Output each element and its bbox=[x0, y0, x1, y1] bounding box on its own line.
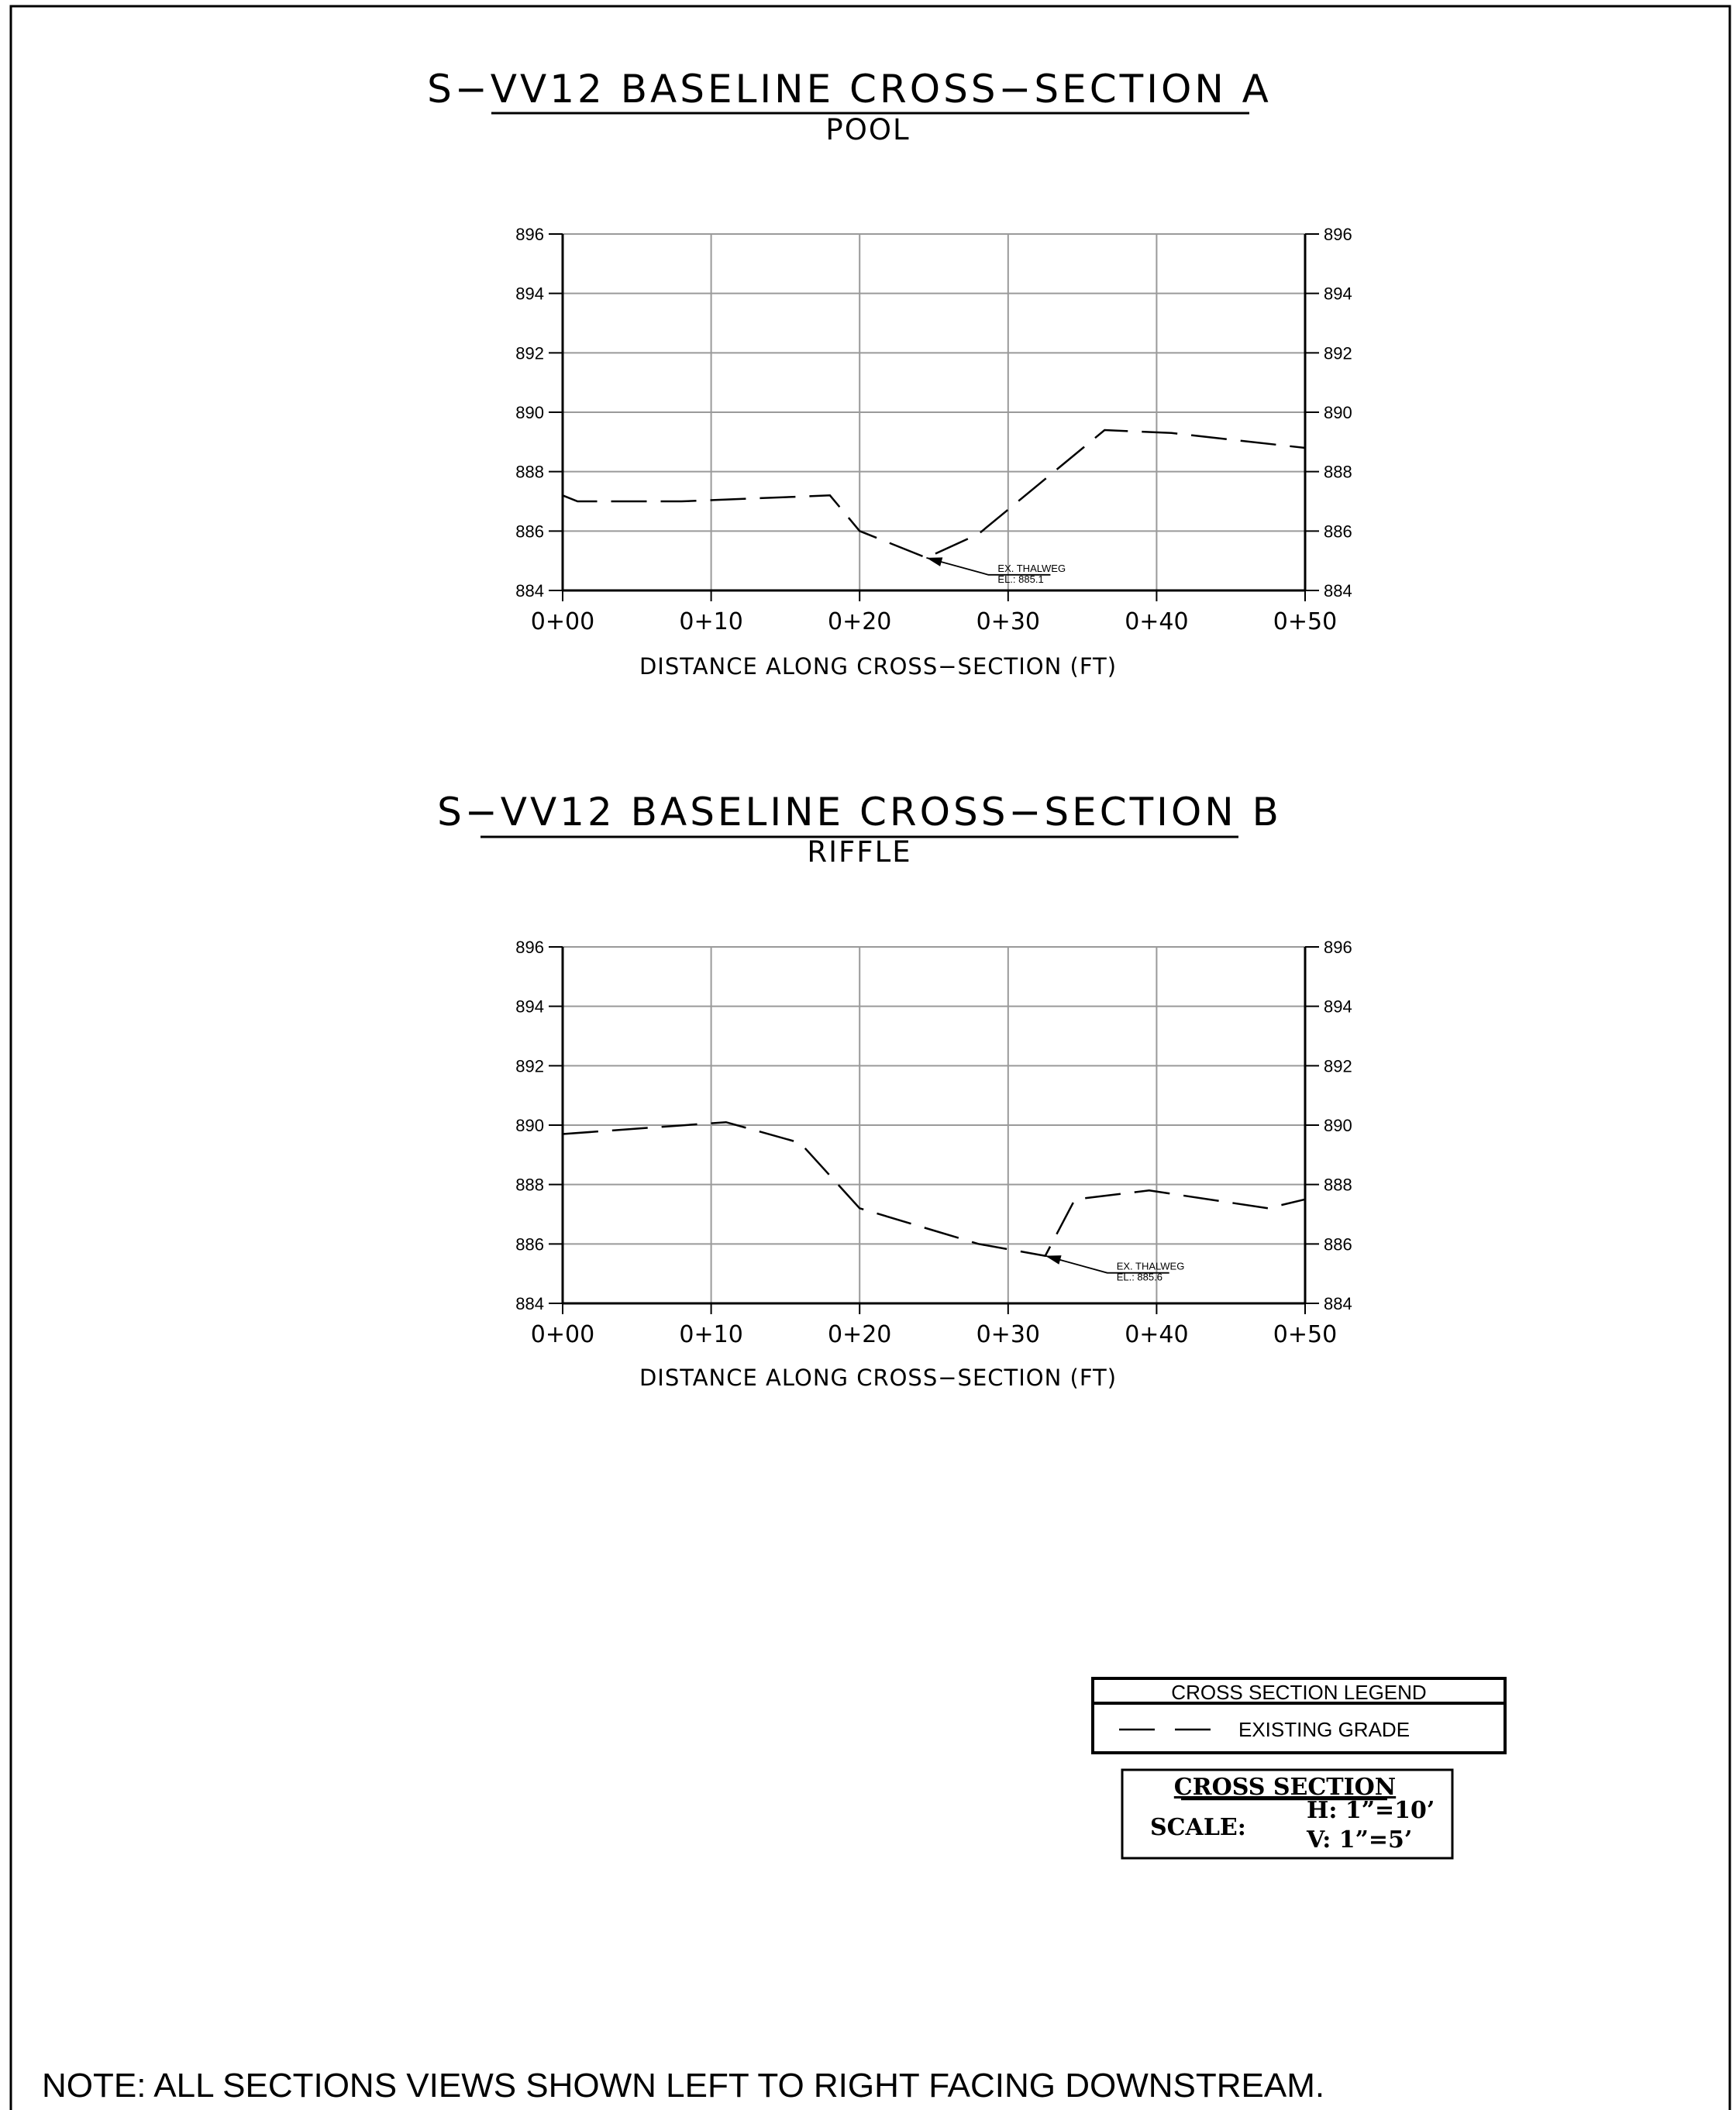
chart-a-plot-area: 884 884 886 886 888 888 890 890 892 892 894 894 896 8… bbox=[515, 225, 1352, 635]
chart-b-xtick-label-20: 0+20 bbox=[828, 1321, 891, 1348]
chart-b-ytick-label-right-892: 892 bbox=[1324, 1056, 1352, 1076]
chart-a-ytick-label-left-896: 896 bbox=[515, 225, 544, 244]
chart-b-ytick-label-right-896: 896 bbox=[1324, 938, 1352, 957]
chart-b-xtick-label-40: 0+40 bbox=[1125, 1321, 1188, 1348]
chart-b-subtitle: RIFFLE bbox=[807, 835, 911, 869]
chart-a-ytick-label-left-892: 892 bbox=[515, 343, 544, 363]
chart-a-ytick-label-left-890: 890 bbox=[515, 403, 544, 422]
chart-b-ytick-label-left-884: 884 bbox=[515, 1294, 544, 1313]
chart-a-ytick-label-left-894: 894 bbox=[515, 284, 544, 304]
cross-section-b-chart: S−VV12 BASELINE CROSS−SECTION B RIFFLE 8… bbox=[437, 790, 1352, 1391]
chart-a-existing-grade-line bbox=[562, 429, 1306, 559]
chart-b-thalweg-label-0: EX. THALWEG bbox=[1117, 1261, 1185, 1272]
scale-frame bbox=[1121, 1768, 1454, 1860]
chart-a-ytick-label-left-886: 886 bbox=[515, 521, 544, 541]
chart-a-ytick-label-right-886: 886 bbox=[1324, 521, 1352, 541]
chart-a-ytick-label-right-894: 894 bbox=[1324, 284, 1352, 304]
chart-a-xtick-label-40: 0+40 bbox=[1125, 608, 1188, 635]
chart-b-ytick-label-right-894: 894 bbox=[1324, 997, 1352, 1017]
legend-item-existing-grade: EXISTING GRADE bbox=[1238, 1718, 1410, 1741]
chart-b-ytick-label-right-886: 886 bbox=[1324, 1234, 1352, 1254]
sheet-border bbox=[9, 5, 1731, 2110]
chart-a-xtick-label-0: 0+00 bbox=[531, 608, 594, 635]
scale-horizontal: H: 1”=10’ bbox=[1307, 1797, 1435, 1824]
chart-a-ytick-label-right-892: 892 bbox=[1324, 343, 1352, 363]
legend-frame bbox=[1091, 1677, 1507, 1754]
cross-section-a-chart: S−VV12 BASELINE CROSS−SECTION A POOL 884… bbox=[427, 67, 1352, 680]
chart-b-xtick-label-0: 0+00 bbox=[531, 1321, 594, 1348]
chart-b-existing-grade-line bbox=[562, 1120, 1306, 1258]
chart-a-xlabel: DISTANCE ALONG CROSS−SECTION (FT) bbox=[639, 653, 1117, 680]
chart-a-xtick-label-10: 0+10 bbox=[679, 608, 742, 635]
sheet-note: NOTE: ALL SECTIONS VIEWS SHOWN LEFT TO R… bbox=[42, 2067, 1324, 2105]
scale-title: CROSS SECTION bbox=[1174, 1774, 1396, 1801]
chart-a-thalweg-leader bbox=[926, 556, 1051, 576]
chart-a-xtick-label-30: 0+30 bbox=[976, 608, 1040, 635]
chart-a-ytick-label-right-884: 884 bbox=[1324, 581, 1352, 601]
chart-a-subtitle: POOL bbox=[825, 113, 910, 146]
chart-b-ytick-label-left-892: 892 bbox=[515, 1056, 544, 1076]
chart-b-ytick-label-left-886: 886 bbox=[515, 1234, 544, 1254]
chart-a-xtick-label-20: 0+20 bbox=[828, 608, 891, 635]
chart-b-title: S−VV12 BASELINE CROSS−SECTION B bbox=[437, 790, 1282, 835]
chart-a-thalweg-label-0: EX. THALWEG bbox=[997, 563, 1066, 574]
chart-b-plot-area: 884 884 886 886 888 888 890 890 892 892 894 894 896 8… bbox=[515, 938, 1352, 1348]
legend-title: CROSS SECTION LEGEND bbox=[1171, 1681, 1426, 1704]
chart-b-ytick-label-right-884: 884 bbox=[1324, 1294, 1352, 1313]
cross-section-legend: CROSS SECTION LEGEND EXISTING GRADE bbox=[1091, 1677, 1507, 1754]
chart-b-thalweg-label-1: EL.: 885.6 bbox=[1117, 1272, 1162, 1283]
chart-b-xlabel: DISTANCE ALONG CROSS−SECTION (FT) bbox=[639, 1365, 1117, 1391]
chart-b-thalweg-leader bbox=[1045, 1255, 1169, 1274]
scale-label: SCALE: bbox=[1150, 1814, 1246, 1841]
chart-a-ytick-label-right-888: 888 bbox=[1324, 463, 1352, 482]
chart-b-xtick-label-50: 0+50 bbox=[1273, 1321, 1337, 1348]
chart-a-title: S−VV12 BASELINE CROSS−SECTION A bbox=[427, 67, 1272, 112]
chart-b-thalweg-arrowhead bbox=[1045, 1255, 1062, 1265]
chart-a-ytick-label-right-890: 890 bbox=[1324, 403, 1352, 422]
chart-a-ytick-label-left-888: 888 bbox=[515, 463, 544, 482]
chart-b-ytick-label-left-888: 888 bbox=[515, 1175, 544, 1195]
chart-a-xtick-label-50: 0+50 bbox=[1273, 608, 1337, 635]
chart-b-xtick-label-30: 0+30 bbox=[976, 1321, 1040, 1348]
chart-b-ytick-label-left-890: 890 bbox=[515, 1116, 544, 1135]
scale-vertical: V: 1”=5’ bbox=[1306, 1826, 1412, 1854]
chart-a-ytick-label-right-896: 896 bbox=[1324, 225, 1352, 244]
chart-b-ytick-label-right-888: 888 bbox=[1324, 1175, 1352, 1195]
chart-a-thalweg-arrowhead bbox=[926, 557, 943, 566]
chart-b-xtick-label-10: 0+10 bbox=[679, 1321, 742, 1348]
chart-b-ytick-label-left-896: 896 bbox=[515, 938, 544, 957]
chart-a-ytick-label-left-884: 884 bbox=[515, 581, 544, 601]
chart-a-thalweg-label-1: EL.: 885.1 bbox=[997, 573, 1043, 585]
chart-b-ytick-label-right-890: 890 bbox=[1324, 1116, 1352, 1135]
cross-section-scale-box: CROSS SECTION SCALE: H: 1”=10’ V: 1”=5’ bbox=[1121, 1768, 1454, 1860]
chart-b-ytick-label-left-894: 894 bbox=[515, 997, 544, 1017]
